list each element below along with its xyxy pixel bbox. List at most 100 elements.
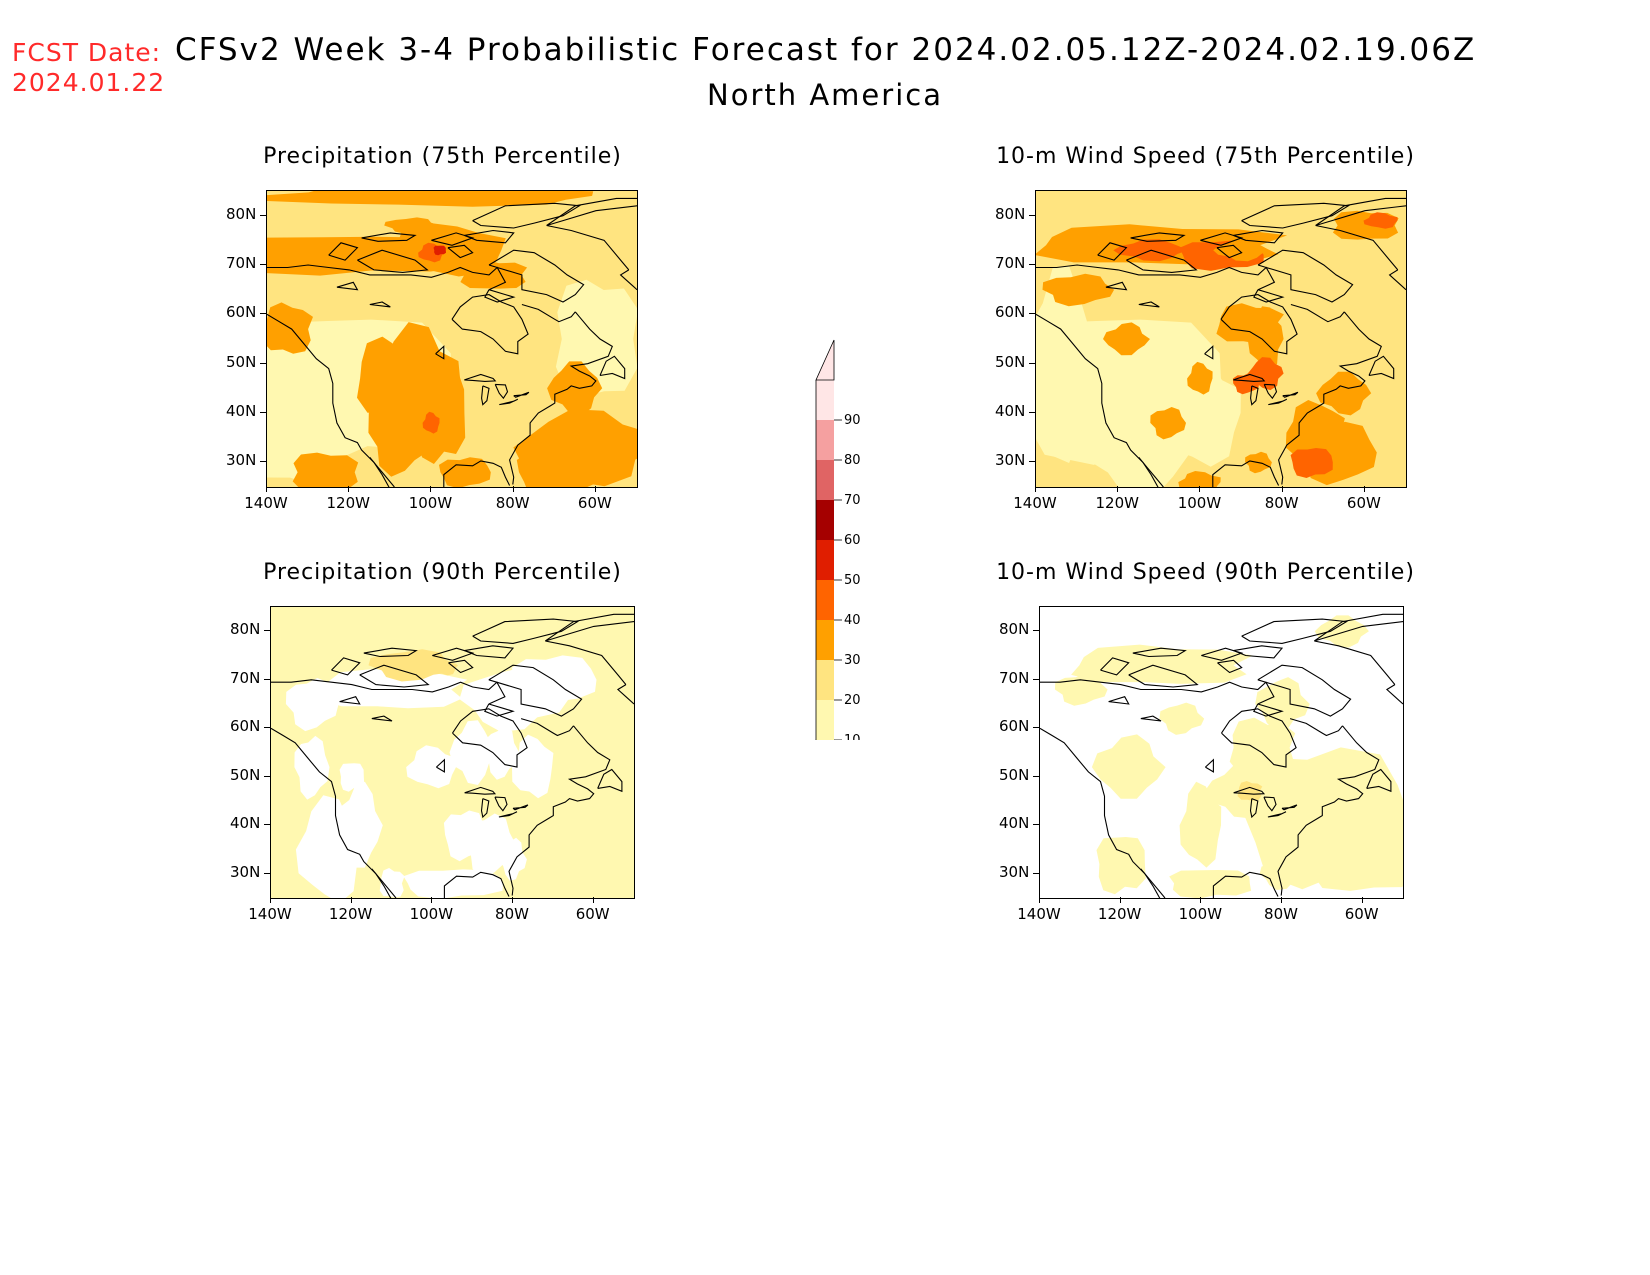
colorbar-level-label: 30 [844, 653, 861, 668]
coastline [1233, 786, 1266, 795]
colorbar-level-label: 80 [844, 453, 861, 468]
coastline [499, 398, 519, 406]
coastline [494, 796, 508, 812]
coastline [1200, 232, 1244, 246]
coastline [1132, 647, 1187, 658]
lat-tick-label: 30N [999, 862, 1030, 881]
coastline [1385, 684, 1403, 705]
coastline [520, 718, 574, 737]
lon-tick-mark [512, 897, 513, 903]
lon-tick-mark [1199, 486, 1201, 492]
probability-contour [1316, 371, 1372, 416]
coastline [599, 355, 626, 380]
lon-tick-mark [266, 486, 267, 492]
lon-tick-label: 140W [1017, 905, 1061, 923]
coastline [1268, 398, 1288, 406]
lon-tick-label: 120W [1097, 905, 1142, 923]
colorbar-swatch [816, 660, 834, 700]
probability-contour [1042, 273, 1115, 307]
map-precip-75 [266, 190, 638, 488]
lon-tick-mark [1200, 897, 1202, 903]
lat-tick-mark [1029, 362, 1035, 364]
coastline [1289, 718, 1343, 737]
probability-contour [318, 668, 468, 709]
lon-tick-mark [594, 486, 596, 492]
probability-contour [368, 390, 431, 477]
probability-contour [1156, 357, 1241, 467]
lon-tick-label: 80W [1264, 494, 1299, 512]
lat-tick-mark [1029, 461, 1035, 463]
probability-contour [499, 837, 527, 881]
lat-tick-mark [1033, 824, 1039, 826]
lon-tick-mark [270, 897, 271, 903]
map-canvas [271, 607, 634, 898]
lon-tick-label: 140W [1013, 494, 1057, 512]
probability-contour [516, 447, 595, 487]
probability-contour [1071, 644, 1253, 684]
coastline [1221, 708, 1297, 768]
coastline [432, 647, 475, 661]
lat-tick-label: 60N [230, 717, 261, 736]
coastline [271, 679, 506, 705]
probability-contour [1096, 837, 1146, 895]
coastline [1315, 224, 1399, 271]
lon-tick-label: 100W [1178, 905, 1223, 923]
probability-contour [336, 781, 383, 868]
lat-tick-mark [260, 461, 266, 463]
lat-tick-mark [260, 214, 266, 216]
coastline [1241, 202, 1351, 229]
probability-contour [1150, 407, 1186, 440]
coastline [1212, 460, 1280, 487]
colorbar-level-label: 70 [844, 493, 861, 508]
coastline [369, 457, 395, 487]
coastline [1250, 385, 1259, 406]
lon-tick-mark [592, 897, 594, 903]
lat-tick-mark [260, 264, 266, 265]
coastline [431, 232, 475, 246]
probability-contour [1103, 322, 1150, 356]
coastline [498, 811, 518, 818]
coastline [1105, 281, 1128, 291]
lon-tick-mark [1035, 486, 1036, 492]
probability-contour [1036, 265, 1098, 463]
lon-tick-mark [1361, 897, 1363, 903]
coastline [464, 786, 497, 795]
colorbar-level-label: 40 [844, 613, 861, 628]
coastline [336, 281, 359, 291]
lat-tick-label: 80N [995, 204, 1026, 223]
lon-tick-mark [350, 897, 352, 903]
lon-tick-mark [1281, 486, 1283, 492]
coastline [1263, 796, 1277, 812]
lat-tick-mark [264, 824, 270, 826]
colorbar-swatch [816, 500, 834, 540]
lon-tick-label: 100W [408, 494, 453, 512]
lon-tick-mark [1117, 486, 1119, 492]
lat-tick-mark [260, 362, 266, 364]
coastline [1290, 303, 1345, 323]
colorbar-level-label: 90 [844, 413, 861, 428]
lat-tick-label: 50N [230, 765, 261, 784]
coastline [1257, 249, 1354, 303]
probability-contour [1363, 212, 1398, 229]
coastline [447, 244, 474, 259]
lat-tick-mark [1029, 214, 1035, 216]
colorbar-level-label: 60 [844, 533, 861, 548]
coastline [371, 868, 397, 898]
lon-tick-label: 60W [575, 905, 610, 923]
colorbar-high-cap [815, 339, 835, 381]
coastline [472, 202, 582, 229]
map-canvas [1036, 191, 1406, 487]
coastline [369, 301, 391, 308]
panel-title-wind-90: 10-m Wind Speed (90th Percentile) [996, 560, 1415, 585]
coastline [546, 197, 637, 227]
coastline [464, 645, 515, 659]
coastline [464, 373, 497, 382]
coastline [1388, 269, 1406, 291]
coastline [1282, 391, 1299, 398]
lon-tick-mark [431, 897, 433, 903]
coastline [1128, 664, 1199, 688]
coastline [1249, 798, 1259, 819]
lon-tick-mark [512, 486, 514, 492]
coastline [1278, 311, 1382, 485]
probability-contour [403, 869, 503, 898]
